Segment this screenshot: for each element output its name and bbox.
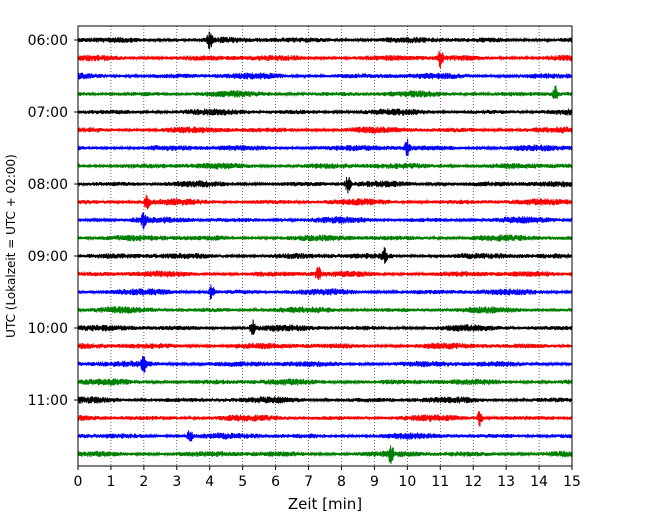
trace-line (77, 284, 573, 300)
y-tick-label: 11:00 (28, 393, 68, 409)
trace-line (77, 126, 573, 134)
trace-line (77, 355, 573, 373)
x-tick-label: 5 (238, 474, 247, 490)
x-tick-label: 11 (431, 474, 449, 490)
trace-line (77, 176, 573, 194)
plot-frame (77, 25, 573, 467)
x-tick-label: 2 (139, 474, 148, 490)
x-tick-label: 15 (563, 474, 581, 490)
trace-line (77, 266, 573, 281)
trace-line (77, 85, 573, 100)
trace-line (77, 247, 573, 264)
trace-line (77, 378, 573, 386)
y-tick-label: 10:00 (28, 321, 68, 337)
x-tick-label: 10 (398, 474, 416, 490)
x-tick-label: 12 (464, 474, 482, 490)
grid-lines (110, 26, 540, 466)
trace-line (77, 234, 573, 242)
x-tick-label: 7 (304, 474, 313, 490)
x-tick-label: 13 (497, 474, 515, 490)
trace-line (77, 31, 573, 50)
trace-line (77, 72, 573, 80)
trace-line (77, 396, 573, 404)
x-tick-label: 14 (530, 474, 548, 490)
trace-line (77, 212, 573, 230)
x-tick-label: 3 (172, 474, 181, 490)
y-axis-label: UTC (Lokalzeit = UTC + 02:00) (4, 154, 18, 338)
x-tick-label: 1 (106, 474, 115, 490)
trace-line (77, 430, 573, 442)
seismogram-traces (77, 31, 573, 464)
y-axis: 06:00 07:00 08:00 09:00 10:00 11:00 (28, 33, 78, 409)
y-tick-label: 07:00 (28, 105, 68, 121)
x-axis: 0 1 2 3 4 5 6 7 8 9 10 11 12 13 14 15 (74, 466, 581, 490)
x-axis-label: Zeit [min] (288, 495, 362, 513)
trace-line (77, 108, 573, 116)
y-tick-label: 08:00 (28, 177, 68, 193)
trace-line (77, 162, 573, 170)
x-tick-label: 6 (271, 474, 280, 490)
trace-line (77, 445, 573, 464)
trace-line (77, 194, 573, 210)
trace-line (77, 138, 573, 157)
x-tick-label: 4 (205, 474, 214, 490)
trace-line (77, 319, 573, 335)
trace-line (77, 411, 573, 427)
y-tick-label: 06:00 (28, 33, 68, 49)
trace-line (77, 306, 573, 314)
x-tick-label: 8 (337, 474, 346, 490)
y-tick-label: 09:00 (28, 249, 68, 265)
x-tick-label: 0 (74, 474, 83, 490)
trace-line (77, 342, 573, 350)
trace-line (77, 50, 573, 69)
x-tick-label: 9 (370, 474, 379, 490)
